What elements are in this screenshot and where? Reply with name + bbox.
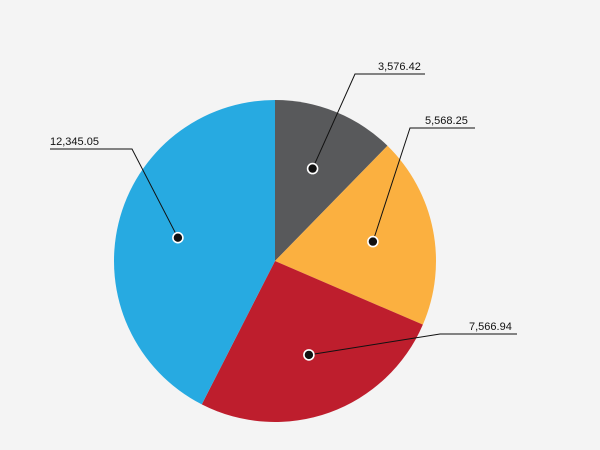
callout-leader-line xyxy=(50,148,179,238)
slice-value-label: 3,576.42 xyxy=(378,61,421,73)
slice-marker-dot xyxy=(367,235,379,248)
callout-leader-line xyxy=(372,127,475,242)
callout-2: 5,568.25 xyxy=(367,115,475,248)
pie-slices xyxy=(113,100,437,423)
callout-leader-line xyxy=(312,73,425,169)
slice-value-label: 12,345.05 xyxy=(50,136,99,148)
slice-marker-dot xyxy=(303,349,315,361)
pie-slice-4 xyxy=(113,100,275,405)
callout-3: 7,566.94 xyxy=(303,321,517,361)
pie-callouts: 3,576.42 5,568.25 7,566.94 12,345.05 xyxy=(50,61,517,361)
pie-slice-3 xyxy=(201,261,423,423)
callout-1: 3,576.42 xyxy=(306,61,425,175)
callout-4: 12,345.05 xyxy=(50,136,184,244)
slice-marker-dot xyxy=(172,231,184,244)
slice-value-label: 5,568.25 xyxy=(425,115,468,127)
callout-leader-line xyxy=(308,333,517,356)
pie-slice-1 xyxy=(275,100,388,261)
slice-value-label: 7,566.94 xyxy=(469,321,512,333)
pie-slice-2 xyxy=(275,145,437,325)
slice-marker-dot xyxy=(306,162,319,175)
